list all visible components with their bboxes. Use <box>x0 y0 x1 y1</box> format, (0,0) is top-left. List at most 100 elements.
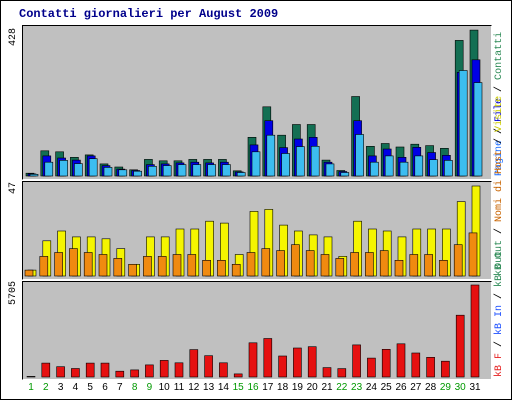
chart-title: Contatti giornalieri per August 2009 <box>19 7 279 21</box>
bar-pagine-13 <box>207 164 216 177</box>
bar-kb-9 <box>145 364 154 378</box>
x-label-16: 16 <box>247 382 259 393</box>
bar-pagine-20 <box>310 146 320 177</box>
bar-pagine-22 <box>340 172 350 177</box>
bar-kb-12 <box>189 349 199 378</box>
bar-host-3 <box>54 252 63 277</box>
bar-pagine-17 <box>266 134 276 177</box>
bar-kb-24 <box>367 357 376 378</box>
bar-kb-25 <box>381 348 391 378</box>
x-label-3: 3 <box>57 382 64 393</box>
bar-host-2 <box>39 256 49 277</box>
bar-pagine-14 <box>222 164 231 177</box>
bar-kb-14 <box>219 362 228 378</box>
bar-kb-1 <box>26 376 36 378</box>
bar-pagine-1 <box>29 174 39 177</box>
x-label-20: 20 <box>306 382 318 393</box>
bar-pagine-3 <box>59 160 68 177</box>
bar-pagine-27 <box>414 155 424 177</box>
bar-kb-2 <box>41 362 51 378</box>
bar-host-14 <box>217 259 226 277</box>
x-label-21: 21 <box>321 382 333 393</box>
bar-host-31 <box>468 232 478 277</box>
bar-pagine-12 <box>192 164 202 177</box>
bar-host-23 <box>350 252 359 277</box>
x-label-17: 17 <box>262 382 274 393</box>
bar-kb-28 <box>426 356 435 378</box>
x-label-1: 1 <box>28 382 34 393</box>
bar-host-6 <box>98 254 108 277</box>
bar-pagine-4 <box>74 163 83 177</box>
bar-kb-15 <box>233 373 243 378</box>
x-label-23: 23 <box>351 382 363 393</box>
x-label-12: 12 <box>188 382 200 393</box>
x-label-5: 5 <box>87 382 93 393</box>
bar-host-26 <box>394 259 404 277</box>
bar-pagine-26 <box>399 161 409 177</box>
x-label-25: 25 <box>380 382 392 393</box>
bar-host-27 <box>409 254 419 277</box>
x-label-31: 31 <box>469 382 481 393</box>
bar-host-5 <box>83 252 93 277</box>
bar-host-9 <box>143 256 152 277</box>
bar-host-25 <box>379 250 389 277</box>
bar-host-8 <box>128 263 137 277</box>
x-label-28: 28 <box>425 382 437 393</box>
bar-pagine-21 <box>325 163 335 177</box>
x-label-8: 8 <box>131 382 138 393</box>
bar-kb-10 <box>159 360 169 378</box>
bar-kb-17 <box>263 338 273 378</box>
bar-pagine-28 <box>429 159 438 177</box>
x-label-6: 6 <box>102 382 108 393</box>
x-label-7: 7 <box>117 382 123 393</box>
bar-host-19 <box>291 244 300 277</box>
x-label-30: 30 <box>454 382 466 393</box>
x-label-2: 2 <box>43 382 49 393</box>
bar-host-15 <box>231 263 241 277</box>
bar-pagine-9 <box>148 166 157 177</box>
bar-host-22 <box>335 258 345 277</box>
bar-pagine-7 <box>118 169 128 177</box>
bar-kb-19 <box>293 347 302 378</box>
bar-kb-13 <box>204 355 213 378</box>
bar-pagine-16 <box>251 151 261 177</box>
bar-host-24 <box>365 252 374 277</box>
bar-kb-23 <box>352 344 361 378</box>
bar-pagine-2 <box>44 161 54 177</box>
bar-pagine-25 <box>384 155 394 177</box>
x-label-26: 26 <box>395 382 407 393</box>
x-label-27: 27 <box>410 382 422 393</box>
bar-kb-31 <box>470 284 480 378</box>
bar-kb-20 <box>307 346 317 378</box>
bar-kb-6 <box>100 362 110 378</box>
x-label-10: 10 <box>158 382 170 393</box>
x-label-11: 11 <box>173 382 185 393</box>
bar-kb-30 <box>455 314 465 378</box>
bar-pagine-19 <box>296 146 305 177</box>
x-label-29: 29 <box>439 382 451 393</box>
bar-host-21 <box>320 254 330 277</box>
bar-kb-7 <box>115 370 125 378</box>
bar-host-16 <box>246 252 256 277</box>
x-label-24: 24 <box>365 382 377 393</box>
bar-kb-8 <box>130 369 139 378</box>
bar-host-12 <box>187 254 197 277</box>
bar-host-10 <box>157 256 167 277</box>
bar-kb-5 <box>85 362 95 378</box>
bar-pagine-10 <box>162 165 172 177</box>
bar-host-29 <box>439 259 448 277</box>
x-label-14: 14 <box>217 382 229 393</box>
bar-kb-26 <box>396 343 406 378</box>
bar-host-17 <box>261 248 271 277</box>
bar-pagine-18 <box>281 153 290 177</box>
bar-kb-3 <box>56 366 65 378</box>
bar-host-11 <box>172 254 182 277</box>
bar-host-13 <box>202 259 211 277</box>
bar-pagine-23 <box>355 134 364 177</box>
bar-kb-16 <box>248 342 258 378</box>
bar-host-20 <box>305 250 315 277</box>
x-label-22: 22 <box>336 382 348 393</box>
bar-host-28 <box>424 254 433 277</box>
x-label-4: 4 <box>72 382 79 393</box>
